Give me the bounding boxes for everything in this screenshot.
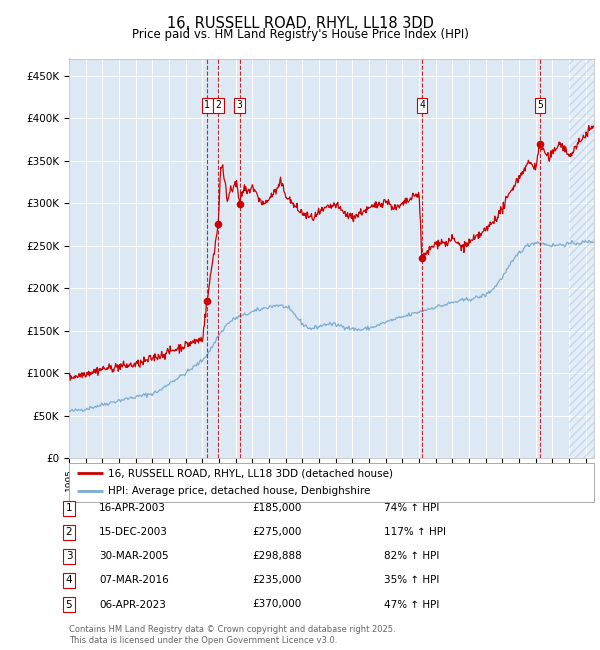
- Text: 06-APR-2023: 06-APR-2023: [99, 599, 166, 610]
- Text: 07-MAR-2016: 07-MAR-2016: [99, 575, 169, 586]
- Text: 4: 4: [65, 575, 73, 586]
- Text: 30-MAR-2005: 30-MAR-2005: [99, 551, 169, 562]
- Text: 16, RUSSELL ROAD, RHYL, LL18 3DD: 16, RUSSELL ROAD, RHYL, LL18 3DD: [167, 16, 433, 31]
- Text: 15-DEC-2003: 15-DEC-2003: [99, 527, 168, 538]
- Text: 74% ↑ HPI: 74% ↑ HPI: [384, 503, 439, 514]
- Text: 47% ↑ HPI: 47% ↑ HPI: [384, 599, 439, 610]
- Text: 16-APR-2003: 16-APR-2003: [99, 503, 166, 514]
- Text: 5: 5: [65, 599, 73, 610]
- Text: 3: 3: [237, 100, 242, 110]
- Text: £235,000: £235,000: [252, 575, 301, 586]
- Text: 2: 2: [215, 100, 221, 110]
- Text: Price paid vs. HM Land Registry's House Price Index (HPI): Price paid vs. HM Land Registry's House …: [131, 28, 469, 41]
- Text: HPI: Average price, detached house, Denbighshire: HPI: Average price, detached house, Denb…: [109, 486, 371, 496]
- Bar: [569, 58, 594, 458]
- FancyBboxPatch shape: [69, 463, 594, 502]
- Text: 1: 1: [204, 100, 210, 110]
- Text: 1: 1: [65, 503, 73, 514]
- Text: 35% ↑ HPI: 35% ↑ HPI: [384, 575, 439, 586]
- Text: 5: 5: [537, 100, 543, 110]
- Text: 82% ↑ HPI: 82% ↑ HPI: [384, 551, 439, 562]
- Text: 3: 3: [65, 551, 73, 562]
- Text: £298,888: £298,888: [252, 551, 302, 562]
- Text: £185,000: £185,000: [252, 503, 301, 514]
- Text: 4: 4: [419, 100, 425, 110]
- Text: 2: 2: [65, 527, 73, 538]
- Text: 117% ↑ HPI: 117% ↑ HPI: [384, 527, 446, 538]
- Text: £275,000: £275,000: [252, 527, 301, 538]
- Text: Contains HM Land Registry data © Crown copyright and database right 2025.
This d: Contains HM Land Registry data © Crown c…: [69, 625, 395, 645]
- Bar: [569, 58, 594, 458]
- Text: 16, RUSSELL ROAD, RHYL, LL18 3DD (detached house): 16, RUSSELL ROAD, RHYL, LL18 3DD (detach…: [109, 469, 394, 478]
- Text: £370,000: £370,000: [252, 599, 301, 610]
